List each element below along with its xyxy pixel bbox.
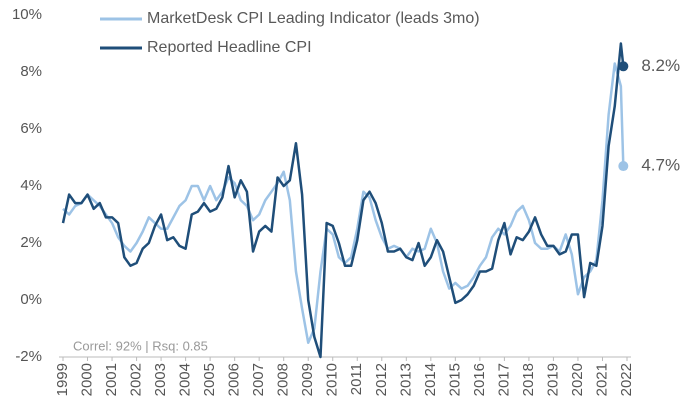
x-tick-label: 2022 bbox=[618, 363, 635, 396]
end-dot bbox=[618, 61, 629, 72]
x-tick-label: 2021 bbox=[593, 363, 610, 396]
x-tick-label: 2004 bbox=[177, 363, 194, 396]
x-tick-label: 2011 bbox=[348, 363, 365, 395]
x-tick-label: 2006 bbox=[226, 363, 243, 396]
x-tick-label: 2020 bbox=[569, 363, 586, 396]
y-tick-label: -2% bbox=[15, 348, 42, 365]
x-tick-label: 2007 bbox=[250, 363, 267, 396]
x-tick-label: 2008 bbox=[275, 363, 292, 396]
x-tick-label: 2019 bbox=[544, 363, 561, 396]
end-label: 4.7% bbox=[641, 156, 680, 175]
x-tick-label: 2017 bbox=[495, 363, 512, 396]
series-line bbox=[61, 42, 625, 359]
x-tick-label: 2002 bbox=[128, 363, 145, 396]
annotation: Correl: 92% | Rsq: 0.85 bbox=[73, 338, 208, 353]
y-tick-label: 0% bbox=[20, 291, 42, 308]
x-tick-label: 2010 bbox=[324, 363, 341, 396]
x-tick-label: 2018 bbox=[520, 363, 537, 396]
y-tick-label: 8% bbox=[20, 63, 42, 80]
legend-label: MarketDesk CPI Leading Indicator (leads … bbox=[147, 10, 480, 27]
x-tick-label: 2000 bbox=[78, 363, 95, 396]
y-tick-label: 10% bbox=[12, 6, 42, 23]
x-tick-label: 1999 bbox=[54, 363, 71, 396]
legend-label: Reported Headline CPI bbox=[147, 39, 312, 56]
y-tick-label: 4% bbox=[20, 177, 42, 194]
y-tick-label: 2% bbox=[20, 234, 42, 251]
x-tick-label: 2014 bbox=[422, 363, 439, 396]
x-tick-label: 2005 bbox=[201, 363, 218, 396]
end-label: 8.2% bbox=[641, 56, 680, 75]
x-tick-label: 2003 bbox=[152, 363, 169, 396]
x-tick-label: 2009 bbox=[299, 363, 316, 396]
x-tick-label: 2012 bbox=[373, 363, 390, 396]
x-tick-label: 2001 bbox=[103, 363, 120, 396]
x-tick-label: 2016 bbox=[471, 363, 488, 396]
y-tick-label: 6% bbox=[20, 120, 42, 137]
end-dot bbox=[618, 161, 629, 172]
x-tick-label: 2015 bbox=[446, 363, 463, 396]
x-tick-label: 2013 bbox=[397, 363, 414, 396]
series-line bbox=[62, 62, 625, 344]
